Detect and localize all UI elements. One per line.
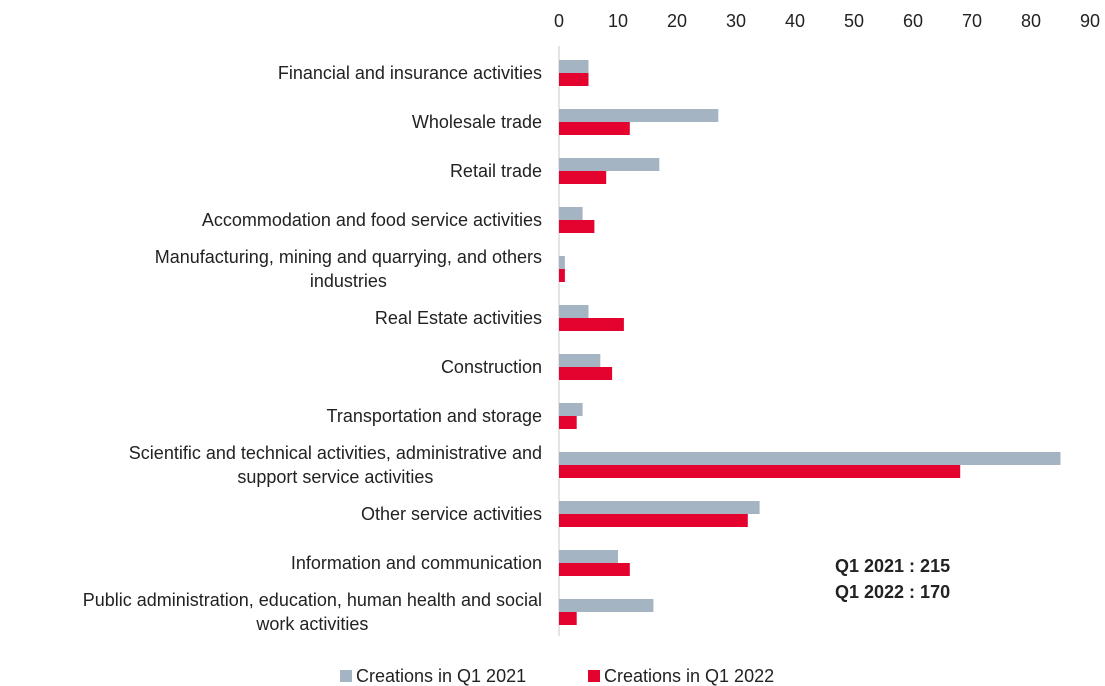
bar [559,514,748,527]
category-label: Real Estate activities [374,308,542,328]
bar [559,220,595,233]
legend-swatch [340,670,352,682]
category-label: Other service activities [360,504,542,524]
bar [559,269,565,282]
bar [559,416,577,429]
bar [559,599,654,612]
annotation: Q1 2021 : 215 [835,556,950,576]
x-tick-label: 50 [844,11,864,31]
bar [559,256,565,269]
bar [559,171,607,184]
bar [559,158,660,171]
bar [559,60,589,73]
x-tick-label: 0 [554,11,564,31]
category-label: Construction [440,357,542,377]
bar [559,465,961,478]
bar [559,305,589,318]
bar [559,367,613,380]
bar [559,550,618,563]
bar [559,318,624,331]
legend-swatch [588,670,600,682]
category-label: Manufacturing, mining and quarrying, and… [154,247,542,291]
bar [559,207,583,220]
bar [559,73,589,86]
category-label: Scientific and technical activities, adm… [128,443,542,487]
bar [559,612,577,625]
legend-label: Creations in Q1 2022 [604,666,774,686]
bar [559,354,601,367]
bar [559,563,630,576]
x-tick-label: 60 [903,11,923,31]
x-tick-label: 80 [1021,11,1041,31]
category-label: Wholesale trade [411,112,542,132]
x-tick-label: 40 [785,11,805,31]
bar [559,109,719,122]
bar [559,501,760,514]
bar [559,403,583,416]
category-label: Transportation and storage [326,406,542,426]
x-tick-label: 20 [667,11,687,31]
category-label: Accommodation and food service activitie… [201,210,542,230]
x-tick-label: 90 [1080,11,1100,31]
bar [559,122,630,135]
x-tick-label: 70 [962,11,982,31]
category-label: Retail trade [449,161,542,181]
category-label: Information and communication [290,553,542,573]
category-label: Financial and insurance activities [277,63,542,83]
x-tick-label: 30 [726,11,746,31]
x-tick-label: 10 [608,11,628,31]
legend-label: Creations in Q1 2021 [356,666,526,686]
category-label: Public administration, education, human … [82,590,542,634]
bar [559,452,1061,465]
annotation: Q1 2022 : 170 [835,582,950,602]
